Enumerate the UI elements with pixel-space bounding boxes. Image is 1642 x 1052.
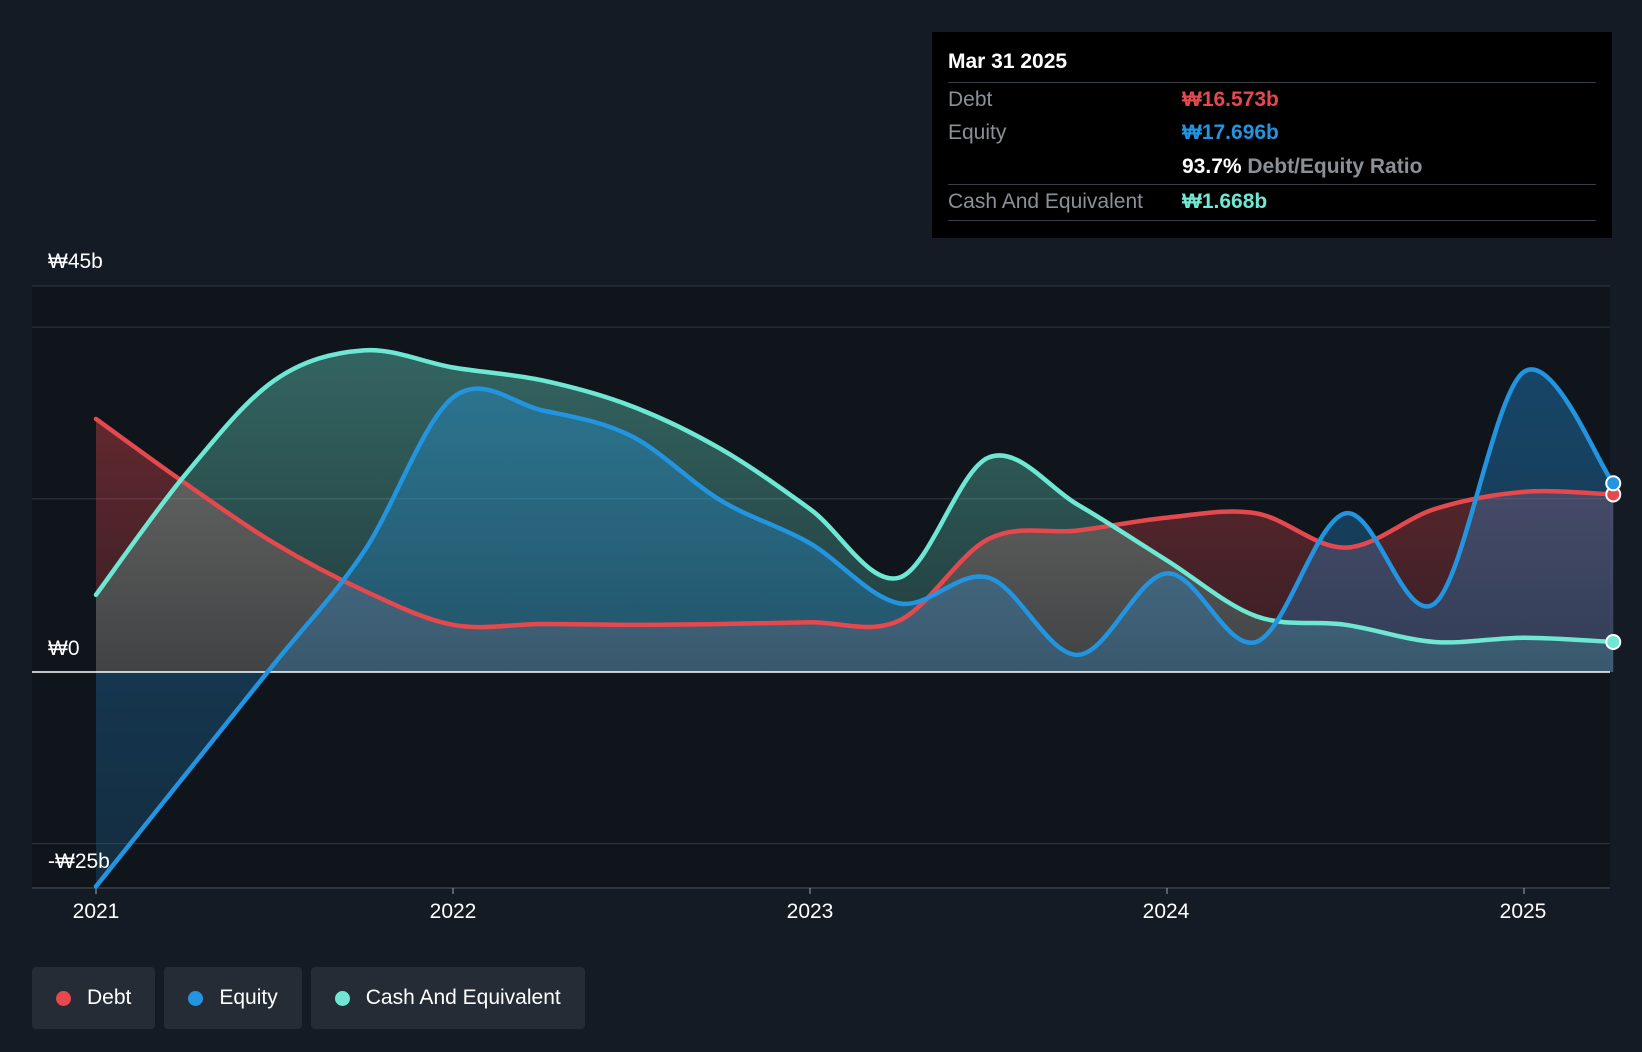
- chart-legend: Debt Equity Cash And Equivalent: [32, 967, 585, 1029]
- x-tick-label-2024: 2024: [1142, 900, 1190, 923]
- data-tooltip: Mar 31 2025 Debt ₩16.573b Equity ₩17.696…: [932, 32, 1612, 238]
- x-tick-label-2023: 2023: [786, 900, 834, 923]
- legend-item-equity[interactable]: Equity: [164, 967, 302, 1029]
- tooltip-equity-label: Equity: [948, 121, 1007, 144]
- x-tick-label-2025: 2025: [1499, 900, 1547, 923]
- tooltip-row-equity: Equity ₩17.696b: [948, 116, 1596, 150]
- tooltip-cash-value: ₩1.668b: [1182, 190, 1268, 213]
- legend-cash-label: Cash And Equivalent: [365, 986, 561, 1009]
- tooltip-debt-label: Debt: [948, 88, 993, 111]
- tooltip-ratio-value: 93.7%: [1182, 155, 1242, 178]
- y-tick-label-0: ₩0: [48, 637, 80, 660]
- tooltip-divider: [948, 220, 1596, 221]
- tooltip-ratio: 93.7% Debt/Equity Ratio: [1182, 155, 1422, 179]
- tooltip-row-cash: Cash And Equivalent ₩1.668b: [948, 184, 1596, 219]
- tooltip-debt-value: ₩16.573b: [1182, 88, 1279, 111]
- equity-dot-icon: [188, 990, 204, 1006]
- cash-end-marker[interactable]: [1605, 633, 1622, 650]
- tooltip-date: Mar 31 2025: [948, 50, 1068, 73]
- x-tick-label-2021: 2021: [72, 900, 120, 923]
- cash-line: [93, 347, 1616, 645]
- legend-debt-label: Debt: [87, 986, 132, 1009]
- y-tick-label-minus-25: -₩25b: [48, 850, 110, 873]
- tooltip-row-ratio: 93.7% Debt/Equity Ratio: [948, 150, 1596, 184]
- equity-line: [93, 367, 1616, 889]
- tooltip-ratio-label: Debt/Equity Ratio: [1247, 155, 1423, 178]
- x-tick-label-2022: 2022: [429, 900, 477, 923]
- tooltip-cash-label: Cash And Equivalent: [948, 190, 1143, 213]
- tooltip-equity-value: ₩17.696b: [1182, 121, 1279, 144]
- cash-dot-icon: [334, 990, 350, 1006]
- tooltip-row-debt: Debt ₩16.573b: [948, 82, 1596, 117]
- equity-end-marker[interactable]: [1605, 475, 1622, 492]
- debt-line: [93, 416, 1616, 630]
- legend-equity-label: Equity: [219, 986, 278, 1009]
- legend-item-cash[interactable]: Cash And Equivalent: [310, 967, 585, 1029]
- debt-dot-icon: [56, 990, 71, 1006]
- y-tick-label-45: ₩45b: [48, 250, 103, 273]
- legend-item-debt[interactable]: Debt: [32, 967, 156, 1029]
